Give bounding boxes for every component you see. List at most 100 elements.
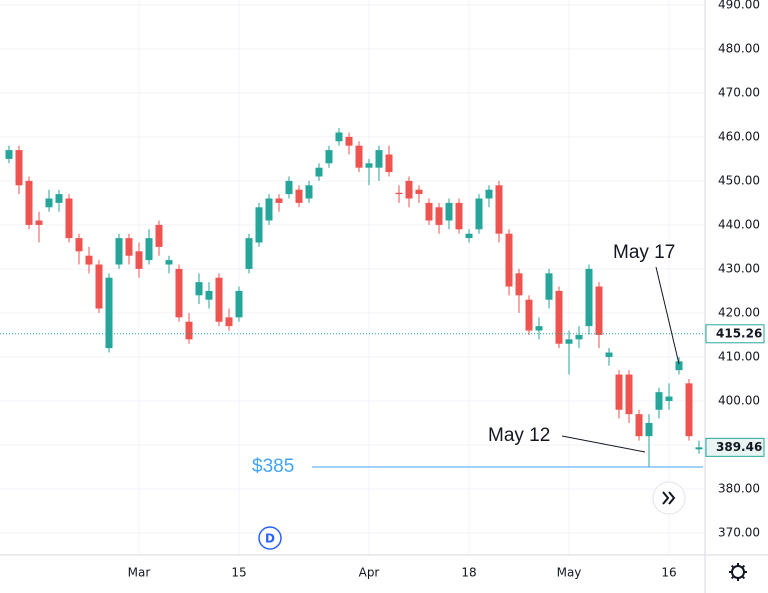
candle-body (155, 224, 163, 247)
annotation-pointer (655, 266, 680, 365)
last-price-box (705, 437, 765, 457)
candle-body (115, 238, 123, 265)
candle-body (655, 392, 663, 410)
y-tick-label: 460.00 (718, 129, 760, 143)
candle-body (365, 163, 373, 168)
y-tick-label: 490.00 (718, 0, 760, 11)
candle-body (85, 255, 93, 265)
candle-body (425, 202, 433, 221)
candle-body (595, 286, 603, 335)
y-tick-label: 450.00 (718, 173, 760, 187)
candle-body (45, 198, 53, 208)
candle-body (345, 136, 353, 146)
candle-body (5, 150, 13, 159)
settings-button[interactable] (729, 563, 747, 581)
candle-body (485, 189, 493, 199)
candle-body (245, 238, 253, 269)
candle-body (75, 238, 83, 252)
candle-body (35, 220, 43, 225)
candle-body (675, 361, 683, 371)
interval-badge[interactable]: D (258, 526, 282, 550)
scroll-button[interactable] (652, 481, 686, 515)
candle-body (185, 321, 193, 340)
candle-body (545, 273, 553, 300)
price-label: 415.26 (716, 326, 762, 340)
candle-body (455, 202, 463, 230)
y-tick-label: 440.00 (718, 217, 760, 231)
x-tick-label: 16 (661, 566, 676, 580)
candle-body (275, 198, 283, 203)
annotation-pointer (561, 435, 646, 453)
annotation: May 12 (488, 425, 550, 446)
candle-body (695, 447, 703, 450)
candle-body (285, 180, 293, 195)
candle-body (535, 326, 543, 331)
candle-body (305, 185, 313, 199)
candle-body (465, 233, 473, 239)
candle-body (665, 396, 673, 401)
candle-body (105, 277, 113, 349)
reference-label: $385 (252, 456, 294, 477)
candle-body (265, 198, 273, 221)
annotation: May 17 (613, 242, 675, 263)
candle-body (525, 299, 533, 331)
candle-body (435, 207, 443, 225)
candle-body (605, 352, 613, 357)
y-tick-label: 430.00 (718, 261, 760, 275)
y-tick-label: 410.00 (718, 349, 760, 363)
candle-body (575, 334, 583, 340)
candle-body (135, 251, 143, 269)
candle-body (65, 198, 73, 239)
candle-body (145, 238, 153, 261)
candle-body (555, 290, 563, 344)
candle-body (325, 150, 333, 164)
candle-body (515, 273, 523, 296)
candle-body (355, 145, 363, 168)
gear-teeth (729, 563, 747, 581)
candle-body (125, 238, 133, 256)
candle-body (175, 268, 183, 318)
candle-body (445, 202, 453, 221)
x-tick-label: May (557, 566, 582, 580)
candle-body (235, 290, 243, 318)
candle-body (15, 150, 23, 186)
candle-body (685, 383, 693, 437)
candle-body (475, 198, 483, 230)
candle-body (295, 189, 303, 203)
y-tick-label: 480.00 (718, 41, 760, 55)
y-tick-label: 380.00 (718, 481, 760, 495)
candle-body (395, 192, 403, 195)
y-tick-label: 470.00 (718, 85, 760, 99)
candle-body (385, 154, 393, 173)
candle-body (215, 277, 223, 322)
candle-body (205, 290, 213, 300)
candle-body (495, 185, 503, 234)
y-tick-label: 370.00 (718, 525, 760, 539)
badge-text: D (265, 532, 275, 546)
x-tick-label: 18 (461, 566, 476, 580)
y-tick-label: 400.00 (718, 393, 760, 407)
candle-body (95, 264, 103, 309)
candle-body (415, 189, 423, 195)
candle-body (505, 233, 513, 287)
y-tick-label: 420.00 (718, 305, 760, 319)
candle-body (405, 180, 413, 199)
badge-circle (258, 526, 282, 550)
candle-body (615, 374, 623, 410)
candle-body (315, 167, 323, 177)
candle-body (585, 268, 593, 327)
candle-body (625, 374, 633, 415)
candle-body (165, 260, 173, 265)
candle-body (335, 132, 343, 142)
candle-body (375, 150, 383, 168)
candle-body (645, 422, 653, 437)
candle-body (635, 414, 643, 437)
x-tick-label: 15 (231, 566, 246, 580)
candle-body (25, 180, 33, 225)
candle-body (195, 282, 203, 296)
candle-body (225, 317, 233, 327)
candle-body (55, 194, 63, 203)
x-tick-label: Apr (359, 566, 380, 580)
